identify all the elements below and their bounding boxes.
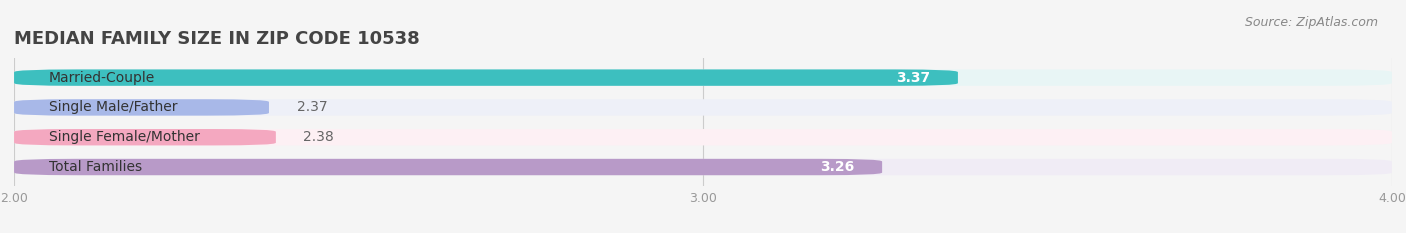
FancyBboxPatch shape [14,159,882,175]
FancyBboxPatch shape [14,69,957,86]
Text: 3.37: 3.37 [896,71,931,85]
Text: 2.38: 2.38 [304,130,335,144]
FancyBboxPatch shape [14,129,276,145]
Text: Total Families: Total Families [48,160,142,174]
Text: Married-Couple: Married-Couple [48,71,155,85]
FancyBboxPatch shape [14,129,1392,145]
Text: Single Female/Mother: Single Female/Mother [48,130,200,144]
FancyBboxPatch shape [14,159,1392,175]
Text: 3.26: 3.26 [820,160,855,174]
FancyBboxPatch shape [14,99,1392,116]
Text: Single Male/Father: Single Male/Father [48,100,177,114]
FancyBboxPatch shape [14,69,1392,86]
Text: Source: ZipAtlas.com: Source: ZipAtlas.com [1244,16,1378,29]
Text: MEDIAN FAMILY SIZE IN ZIP CODE 10538: MEDIAN FAMILY SIZE IN ZIP CODE 10538 [14,30,420,48]
FancyBboxPatch shape [14,99,269,116]
Text: 2.37: 2.37 [297,100,328,114]
